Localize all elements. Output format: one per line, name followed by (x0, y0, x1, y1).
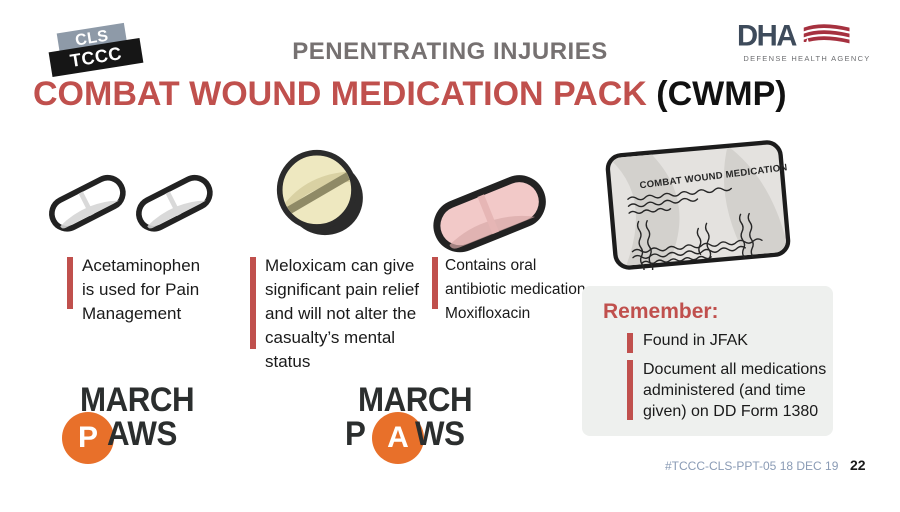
svg-text:DHA: DHA (737, 21, 797, 52)
